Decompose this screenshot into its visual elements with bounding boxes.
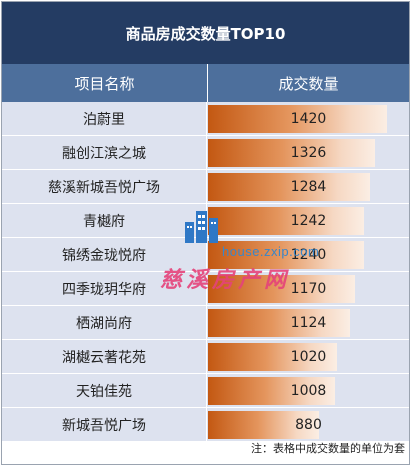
bar-value-label: 1420 bbox=[290, 110, 327, 127]
column-header-project: 项目名称 bbox=[2, 64, 208, 102]
bar-cell: 1420 bbox=[208, 102, 409, 135]
bar-value-label: 1326 bbox=[290, 144, 327, 161]
bar bbox=[208, 411, 319, 439]
table-row: 慈溪新城吾悦广场 1284 bbox=[2, 170, 409, 204]
bar-value-label: 880 bbox=[295, 416, 322, 433]
bar-value-label: 1008 bbox=[290, 382, 327, 399]
project-name: 天铂佳苑 bbox=[2, 374, 207, 407]
bar bbox=[208, 377, 335, 405]
bar bbox=[208, 139, 376, 167]
footnote: 注：表格中成交数量的单位为套 bbox=[251, 442, 405, 455]
bar-cell: 1170 bbox=[208, 272, 409, 305]
table-row: 栖湖尚府 1124 bbox=[2, 306, 409, 340]
table-row: 青樾府 1242 bbox=[2, 204, 409, 238]
table-row: 天铂佳苑 1008 bbox=[2, 374, 409, 408]
project-name: 湖樾云著花苑 bbox=[2, 340, 207, 373]
bar-value-label: 1124 bbox=[290, 314, 327, 331]
bar-cell: 1020 bbox=[208, 340, 409, 373]
project-name: 四季珑玥华府 bbox=[2, 272, 207, 305]
bar bbox=[208, 343, 337, 371]
bar bbox=[208, 105, 387, 133]
column-header-count: 成交数量 bbox=[278, 74, 339, 93]
bar-cell: 880 bbox=[208, 408, 409, 441]
bar-value-label: 1170 bbox=[290, 280, 327, 297]
table-title: 商品房成交数量TOP10 bbox=[2, 2, 409, 64]
bar bbox=[208, 207, 365, 235]
bar-value-label: 1240 bbox=[290, 246, 327, 263]
bar-cell: 1326 bbox=[208, 136, 409, 169]
table-row: 锦绣金珑悦府 1240 bbox=[2, 238, 409, 272]
bar-value-label: 1242 bbox=[290, 212, 327, 229]
bar-cell: 1284 bbox=[208, 170, 409, 203]
table-row: 融创江滨之城 1326 bbox=[2, 136, 409, 170]
table-body: 泊蔚里 1420 融创江滨之城 1326 慈溪新城吾悦广场 1284 青樾府 1242 锦绣金珑… bbox=[2, 102, 409, 442]
table-header: 项目名称 成交数量 bbox=[2, 64, 409, 102]
bar-value-label: 1284 bbox=[290, 178, 327, 195]
bar bbox=[208, 173, 370, 201]
bar bbox=[208, 241, 365, 269]
bar-cell: 1124 bbox=[208, 306, 409, 339]
project-name: 泊蔚里 bbox=[2, 102, 207, 135]
project-name: 锦绣金珑悦府 bbox=[2, 238, 207, 271]
bar-cell: 1008 bbox=[208, 374, 409, 407]
bar-cell: 1242 bbox=[208, 204, 409, 237]
table-row: 泊蔚里 1420 bbox=[2, 102, 409, 136]
table-row: 湖樾云著花苑 1020 bbox=[2, 340, 409, 374]
bar-value-label: 1020 bbox=[290, 348, 327, 365]
project-name: 融创江滨之城 bbox=[2, 136, 207, 169]
bar-cell: 1240 bbox=[208, 238, 409, 271]
table-row: 新城吾悦广场 880 bbox=[2, 408, 409, 442]
project-name: 慈溪新城吾悦广场 bbox=[2, 170, 207, 203]
bar bbox=[208, 309, 350, 337]
table-row: 四季珑玥华府 1170 bbox=[2, 272, 409, 306]
project-name: 新城吾悦广场 bbox=[2, 408, 207, 441]
bar bbox=[208, 275, 356, 303]
project-name: 青樾府 bbox=[2, 204, 207, 237]
project-name: 栖湖尚府 bbox=[2, 306, 207, 339]
